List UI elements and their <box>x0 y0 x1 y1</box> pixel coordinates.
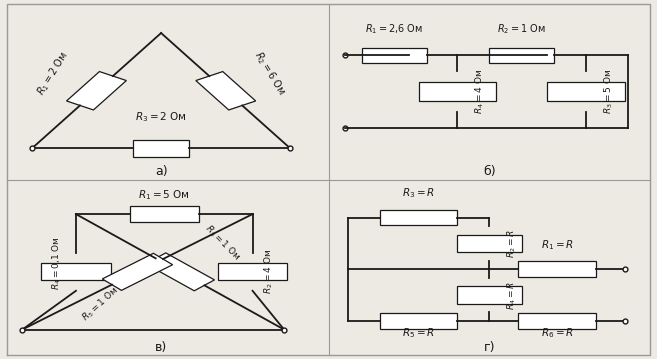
Polygon shape <box>518 261 596 277</box>
Text: $R_5= 1$ Ом: $R_5= 1$ Ом <box>80 284 122 324</box>
Text: $R_2= R$: $R_2= R$ <box>506 229 518 258</box>
Polygon shape <box>547 82 625 101</box>
Text: $R_4= 0{,}1$ Ом: $R_4= 0{,}1$ Ом <box>51 236 63 290</box>
Text: $R_1= 2{,}6$ Ом: $R_1= 2{,}6$ Ом <box>365 23 424 37</box>
Text: б): б) <box>483 165 496 178</box>
Polygon shape <box>218 263 287 280</box>
Polygon shape <box>129 206 199 222</box>
Polygon shape <box>489 48 554 63</box>
Text: $R_2= 4$ Ом: $R_2= 4$ Ом <box>262 249 275 294</box>
Text: $R_3= 2$ Ом: $R_3= 2$ Ом <box>135 111 187 124</box>
Text: $R_1= R$: $R_1= R$ <box>541 238 574 252</box>
Polygon shape <box>133 140 189 157</box>
Polygon shape <box>518 313 596 329</box>
Text: $R_4= R$: $R_4= R$ <box>506 281 518 309</box>
Polygon shape <box>146 253 214 291</box>
Text: $R_2= 1$ Ом: $R_2= 1$ Ом <box>497 23 546 37</box>
Text: $R_4= 4$ Ом: $R_4= 4$ Ом <box>473 69 486 114</box>
Polygon shape <box>380 313 457 329</box>
Text: а): а) <box>155 165 168 178</box>
Text: $R_1= 2$ Ом: $R_1= 2$ Ом <box>34 49 72 98</box>
Polygon shape <box>41 263 110 280</box>
Text: $R_3= 1$ Ом: $R_3= 1$ Ом <box>202 222 242 263</box>
Polygon shape <box>362 48 426 63</box>
Text: г): г) <box>484 341 495 354</box>
Text: $R_2= 6$ Ом: $R_2= 6$ Ом <box>251 49 288 98</box>
Polygon shape <box>196 71 256 110</box>
Polygon shape <box>419 82 496 101</box>
Text: $R_1= 5$ Ом: $R_1= 5$ Ом <box>138 188 191 202</box>
Polygon shape <box>102 253 173 290</box>
Text: $R_3= R$: $R_3= R$ <box>402 187 435 200</box>
Polygon shape <box>457 235 522 252</box>
Polygon shape <box>457 286 522 304</box>
Text: в): в) <box>155 341 168 354</box>
Text: $R_6= R$: $R_6= R$ <box>541 326 574 340</box>
Text: $R_5= R$: $R_5= R$ <box>402 326 435 340</box>
Polygon shape <box>380 210 457 225</box>
Text: $R_3= 5$ Ом: $R_3= 5$ Ом <box>602 69 615 114</box>
Polygon shape <box>66 71 126 110</box>
